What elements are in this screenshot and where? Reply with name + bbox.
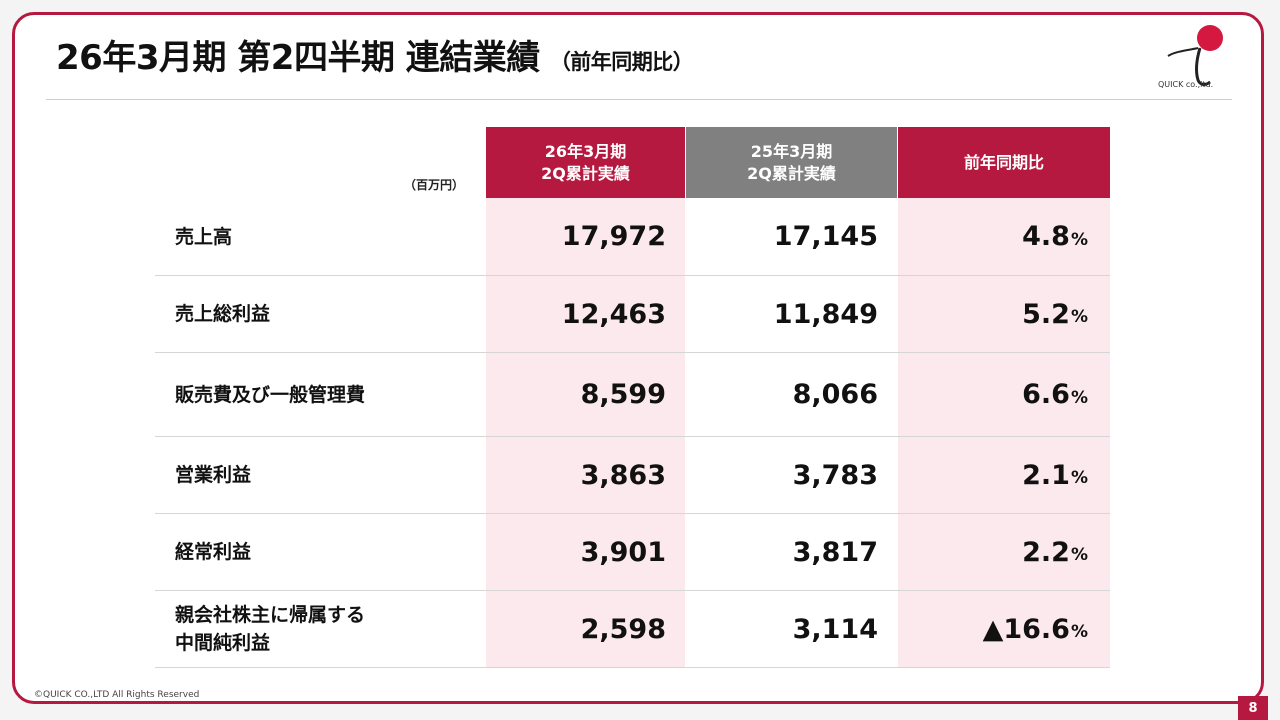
change-number: 4.8 xyxy=(1022,221,1070,252)
change-value: 5.2% xyxy=(898,276,1088,352)
page-title-text: 26年3月期 第2四半期 連結業績 xyxy=(56,38,540,78)
current-column-shade xyxy=(486,198,685,667)
current-value: 12,463 xyxy=(561,298,666,330)
column-header-previous-line1: 25年3月期 xyxy=(750,141,833,161)
column-header-current: 26年3月期 2Q累計実績 xyxy=(486,127,685,198)
table-row: 営業利益 3,863 3,783 2.1% xyxy=(155,437,1110,514)
page-number: 8 xyxy=(1238,696,1268,720)
unit-label: （百万円） xyxy=(404,178,465,192)
column-header-change: 前年同期比 xyxy=(898,127,1110,198)
change-value: 4.8% xyxy=(898,198,1088,275)
column-header-change-line1: 前年同期比 xyxy=(963,152,1044,172)
row-label: 親会社株主に帰属する 中間純利益 xyxy=(175,591,365,667)
table-row: 売上総利益 12,463 11,849 5.2% xyxy=(155,276,1110,353)
change-value: 6.6% xyxy=(898,353,1088,436)
row-label: 売上総利益 xyxy=(175,276,270,352)
copyright-notice: ©QUICK CO.,LTD All Rights Reserved xyxy=(34,690,200,700)
percent-sign: % xyxy=(1070,229,1088,250)
row-label-line1: 販売費及び一般管理費 xyxy=(175,383,366,406)
column-header-current-line2: 2Q累計実績 xyxy=(541,163,630,183)
percent-sign: % xyxy=(1070,307,1088,327)
quick-logo-icon xyxy=(1167,25,1223,86)
column-header-previous-line2: 2Q累計実績 xyxy=(747,163,836,183)
table-row: 売上高 17,972 17,145 4.8% xyxy=(155,198,1110,276)
percent-sign: % xyxy=(1070,545,1088,565)
previous-value: 8,066 xyxy=(792,379,878,410)
page-subtitle: （前年同期比） xyxy=(549,50,694,74)
row-label-line1: 経常利益 xyxy=(175,541,252,563)
change-value: 2.2% xyxy=(898,514,1088,590)
row-label: 販売費及び一般管理費 xyxy=(175,353,365,436)
percent-sign: % xyxy=(1070,468,1088,488)
row-label: 営業利益 xyxy=(175,437,251,513)
change-column-shade xyxy=(898,198,1110,667)
change-number: 2.2 xyxy=(1022,536,1070,568)
change-value: 2.1% xyxy=(898,437,1088,513)
table-row: 親会社株主に帰属する 中間純利益 2,598 3,114 ▲16.6% xyxy=(155,591,1110,668)
row-label-line1: 営業利益 xyxy=(175,464,252,486)
row-label: 売上高 xyxy=(175,198,232,275)
previous-value: 17,145 xyxy=(773,221,878,252)
change-number: 6.6 xyxy=(1022,379,1070,410)
current-value: 17,972 xyxy=(561,221,666,252)
column-header-previous: 25年3月期 2Q累計実績 xyxy=(686,127,897,198)
page-title: 26年3月期 第2四半期 連結業績 （前年同期比） xyxy=(56,36,694,84)
current-value: 3,863 xyxy=(580,459,666,491)
row-label-line1: 売上総利益 xyxy=(175,303,271,325)
current-value: 2,598 xyxy=(580,613,666,645)
table-row: 経常利益 3,901 3,817 2.2% xyxy=(155,514,1110,591)
row-label-line2: 中間純利益 xyxy=(175,632,271,654)
previous-value: 3,783 xyxy=(792,459,878,491)
current-value: 8,599 xyxy=(580,379,666,410)
previous-value: 11,849 xyxy=(773,298,878,330)
previous-value: 3,114 xyxy=(792,613,878,645)
change-value: ▲16.6% xyxy=(898,591,1088,667)
row-label: 経常利益 xyxy=(175,514,251,590)
percent-sign: % xyxy=(1070,622,1088,642)
row-label-line1: 親会社株主に帰属する xyxy=(175,604,366,626)
logo-wordmark: QUICK co.,ltd. xyxy=(1158,80,1214,89)
change-number: 2.1 xyxy=(1022,459,1070,491)
title-divider xyxy=(46,99,1232,100)
column-header-current-line1: 26年3月期 xyxy=(544,141,627,161)
table-row: 販売費及び一般管理費 8,599 8,066 6.6% xyxy=(155,353,1110,437)
change-number: ▲16.6 xyxy=(982,613,1070,645)
previous-value: 3,817 xyxy=(792,536,878,568)
change-number: 5.2 xyxy=(1022,298,1070,330)
row-label-line1: 売上高 xyxy=(175,225,233,248)
current-value: 3,901 xyxy=(580,536,666,568)
percent-sign: % xyxy=(1070,387,1088,408)
